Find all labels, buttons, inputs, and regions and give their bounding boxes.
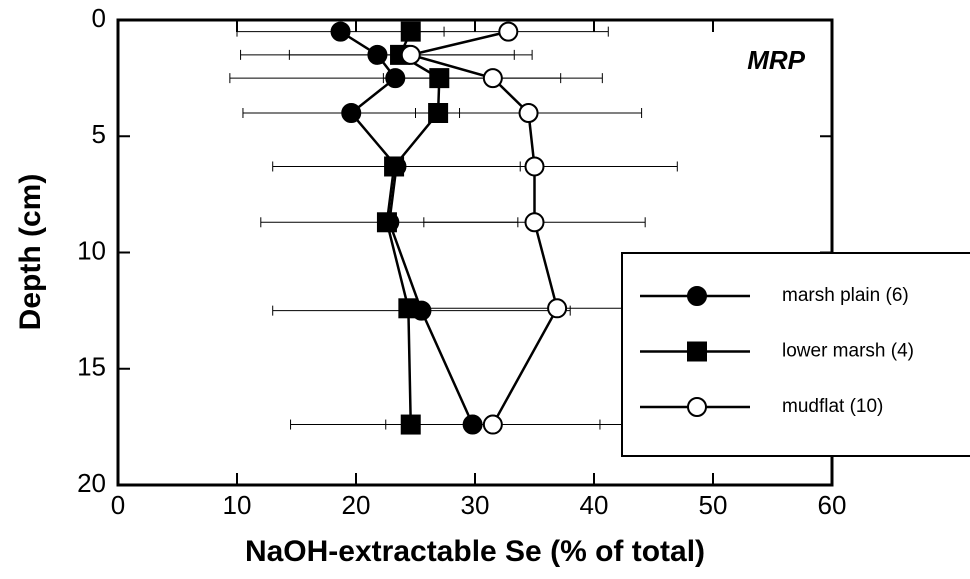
- legend-marker: [687, 397, 707, 417]
- legend-label: marsh plain (6): [782, 285, 909, 306]
- data-point: [398, 298, 419, 319]
- y-tick-label: 15: [77, 352, 106, 382]
- data-point: [400, 44, 421, 65]
- legend-marker: [687, 286, 707, 306]
- data-point: [498, 21, 519, 42]
- x-tick-label: 20: [342, 490, 371, 520]
- data-point: [330, 21, 351, 42]
- x-tick-label: 50: [699, 490, 728, 520]
- legend-label: mudflat (10): [782, 396, 883, 417]
- x-tick-label: 40: [580, 490, 609, 520]
- data-point: [400, 21, 421, 42]
- data-point: [524, 156, 545, 177]
- legend-box: [621, 252, 970, 457]
- data-point: [547, 298, 568, 319]
- x-tick-label: 10: [223, 490, 252, 520]
- y-tick-label: 5: [92, 119, 106, 149]
- x-tick-label: 0: [111, 490, 125, 520]
- data-point: [524, 212, 545, 233]
- y-axis-label: Depth (cm): [14, 174, 47, 331]
- data-point: [385, 68, 406, 89]
- data-point: [462, 414, 483, 435]
- y-tick-label: 0: [92, 3, 106, 33]
- data-point: [376, 212, 397, 233]
- annotation: MRP: [747, 45, 805, 75]
- data-point: [482, 414, 503, 435]
- y-tick-label: 20: [77, 468, 106, 498]
- data-point: [367, 44, 388, 65]
- data-point: [428, 103, 449, 123]
- data-point: [341, 103, 362, 123]
- series-line: [405, 30, 559, 426]
- data-point: [482, 68, 503, 89]
- series-line: [339, 30, 474, 426]
- data-point: [429, 68, 450, 89]
- legend-marker: [687, 341, 707, 362]
- data-point: [518, 103, 539, 123]
- x-tick-label: 60: [818, 490, 847, 520]
- y-tick-label: 10: [77, 235, 106, 265]
- data-point: [384, 156, 405, 177]
- legend-label: lower marsh (4): [782, 341, 914, 362]
- x-tick-label: 30: [461, 490, 490, 520]
- data-point: [400, 414, 421, 435]
- x-axis-label: NaOH-extractable Se (% of total): [245, 535, 705, 568]
